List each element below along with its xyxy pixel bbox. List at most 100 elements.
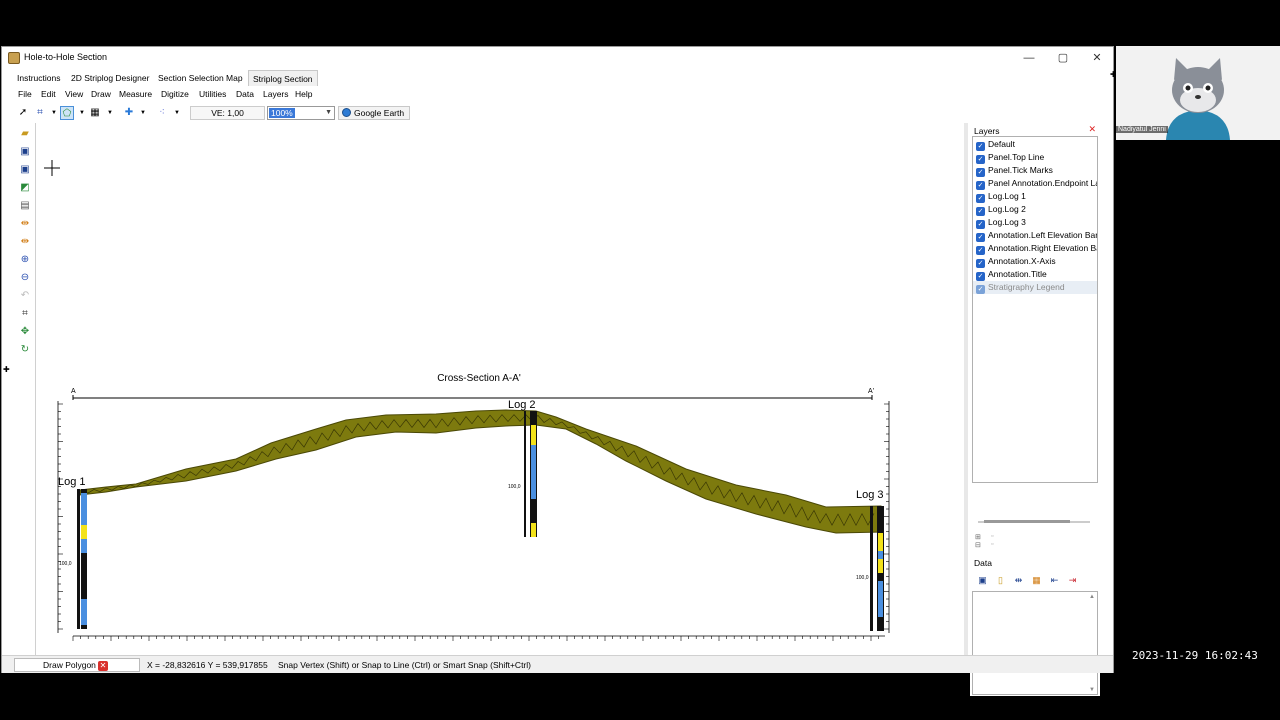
minimize-button[interactable]: — [1023, 52, 1035, 64]
checkbox-icon[interactable]: ✓ [976, 181, 985, 190]
avatar [1116, 46, 1280, 140]
close-button[interactable]: ✕ [1092, 52, 1102, 64]
fit-width-icon[interactable]: ⇹ [20, 218, 30, 229]
menu-help[interactable]: Help [295, 89, 313, 99]
zoom-select[interactable]: 100% ▼ [267, 106, 335, 120]
globe-tool-icon[interactable]: ✚ [124, 107, 134, 118]
checkbox-icon[interactable]: ✓ [976, 233, 985, 242]
tab-striplog-section[interactable]: Striplog Section [248, 70, 318, 86]
layer-item-right-elevation-bar[interactable]: ✓ Annotation.Right Elevation Bar [973, 242, 1097, 255]
menu-measure[interactable]: Measure [119, 89, 153, 99]
scroll-up-icon[interactable]: ▲ [1089, 594, 1095, 600]
chevron-down-icon[interactable]: ▼ [107, 110, 113, 116]
layer-item-endpoint-labels[interactable]: ✓Panel Annotation.Endpoint Labels [973, 177, 1097, 190]
fit-page-icon[interactable]: ⇹ [20, 236, 30, 247]
select-arrow-icon[interactable]: ➚ [18, 107, 28, 118]
layer-option-icon[interactable]: ▫ [991, 533, 994, 540]
layer-item-panel-tick-marks[interactable]: ✓ Panel.Tick Marks [973, 164, 1097, 177]
close-icon[interactable]: ✕ [1088, 124, 1096, 134]
checkbox-icon[interactable]: ✓ [976, 259, 985, 268]
collapse-all-icon[interactable]: ⊟ [975, 542, 981, 549]
select-box-icon[interactable]: ⌗ [37, 107, 43, 118]
layer-item-log-2[interactable]: ✓ Log.Log 2 [973, 203, 1097, 216]
log-3-depth-label: 100,0 [856, 575, 869, 581]
checkbox-icon[interactable]: ✓ [976, 142, 985, 151]
zoom-in-icon[interactable]: ⊕ [20, 254, 30, 265]
data-panel-title: Data [974, 558, 992, 568]
draw-polygon-status[interactable]: Draw Polygon ✕ [14, 658, 140, 672]
chevron-down-icon[interactable]: ▼ [51, 110, 57, 116]
scatter-points-icon[interactable]: ⁖ [159, 107, 165, 118]
checkbox-icon[interactable]: ✓ [976, 285, 985, 294]
section-canvas[interactable]: Cross-Section A-A' A A' [35, 123, 962, 655]
layer-item-left-elevation-bar[interactable]: ✓ Annotation.Left Elevation Bar [973, 229, 1097, 242]
checkbox-icon[interactable]: ✓ [976, 168, 985, 177]
export-icon[interactable]: ◩ [20, 182, 30, 193]
resize-handle-icon[interactable]: ✚ [1110, 70, 1117, 79]
menu-view[interactable]: View [65, 89, 84, 99]
layer-item-log-3[interactable]: ✓ Log.Log 3 [973, 216, 1097, 229]
chevron-down-icon[interactable]: ▼ [79, 110, 85, 116]
recording-timestamp: 2023-11-29 16:02:43 [1132, 649, 1258, 662]
stratum-polygon[interactable] [79, 409, 884, 534]
menu-utilities[interactable]: Utilities [199, 89, 227, 99]
menu-draw[interactable]: Draw [91, 89, 111, 99]
tab-instructions[interactable]: Instructions [17, 73, 61, 83]
crop-icon[interactable]: ⌗ [22, 308, 28, 319]
checkbox-icon[interactable]: ✓ [976, 207, 985, 216]
save-icon[interactable]: ▣ [978, 575, 987, 585]
save-icon[interactable]: ▣ [20, 146, 30, 157]
data-table[interactable]: ▲ ▼ [972, 591, 1098, 695]
maximize-button[interactable]: ▢ [1057, 52, 1069, 64]
checkbox-icon[interactable]: ✓ [976, 155, 985, 164]
layer-item-x-axis[interactable]: ✓ Annotation.X-Axis [973, 255, 1097, 268]
checkbox-icon[interactable]: ✓ [976, 194, 985, 203]
expand-all-icon[interactable]: ⊞ [975, 534, 981, 541]
horizontal-scrollbar[interactable] [978, 519, 1090, 523]
tab-2d-striplog-designer[interactable]: 2D Striplog Designer [71, 73, 150, 83]
zoom-out-icon[interactable]: ⊖ [20, 272, 30, 283]
zoom-value: 100% [269, 108, 295, 118]
draw-polygon-icon[interactable]: ⬠ [60, 106, 74, 120]
log-2-label: Log 2 [508, 399, 536, 411]
layer-item-default[interactable]: ✓ Default [973, 138, 1097, 151]
close-icon[interactable]: ✕ [97, 661, 108, 671]
checkbox-icon[interactable]: ✓ [976, 220, 985, 229]
menu-file[interactable]: File [18, 89, 32, 99]
fit-columns-icon[interactable]: ⇹ [1014, 575, 1023, 585]
pan-icon[interactable]: ✥ [20, 326, 30, 337]
move-left-icon[interactable]: ⇤ [1050, 575, 1059, 585]
scroll-down-icon[interactable]: ▼ [1089, 687, 1095, 693]
refresh-icon[interactable]: ↻ [20, 344, 30, 355]
layer-item-log-1[interactable]: ✓ Log.Log 1 [973, 190, 1097, 203]
new-file-icon[interactable]: ▯ [998, 575, 1003, 585]
log-3[interactable] [870, 506, 884, 631]
resize-handle-icon[interactable]: ✚ [3, 365, 10, 374]
table-insert-icon[interactable]: ▦ [1032, 575, 1041, 585]
chevron-down-icon[interactable]: ▼ [174, 110, 180, 116]
layer-option-icon[interactable]: ▫ [991, 541, 994, 548]
grid-layout-icon[interactable]: ▦ [90, 107, 100, 118]
panel-splitter[interactable] [964, 123, 968, 655]
print-icon[interactable]: ▤ [20, 200, 30, 211]
checkbox-icon[interactable]: ✓ [976, 246, 985, 255]
open-folder-icon[interactable]: ▰ [21, 128, 29, 139]
menu-layers[interactable]: Layers [263, 89, 289, 99]
delete-column-icon[interactable]: ⇥ [1068, 575, 1077, 585]
menu-data[interactable]: Data [236, 89, 254, 99]
log-1[interactable] [77, 489, 87, 629]
menu-edit[interactable]: Edit [41, 89, 56, 99]
vertical-exaggeration-field[interactable]: VE: 1,00 [190, 106, 265, 120]
undo-icon[interactable]: ↶ [20, 290, 30, 301]
layer-item-title[interactable]: ✓ Annotation.Title [973, 268, 1097, 281]
tab-section-selection-map[interactable]: Section Selection Map [158, 73, 243, 83]
layer-item-panel-top-line[interactable]: ✓ Panel.Top Line [973, 151, 1097, 164]
checkbox-icon[interactable]: ✓ [976, 272, 985, 281]
google-earth-button[interactable]: Google Earth [338, 106, 410, 120]
save-as-icon[interactable]: ▣ [20, 164, 30, 175]
log-2[interactable] [524, 411, 537, 537]
menu-digitize[interactable]: Digitize [161, 89, 189, 99]
chevron-down-icon[interactable]: ▼ [140, 110, 146, 116]
layer-item-stratigraphy-legend[interactable]: ✓ Stratigraphy Legend [973, 281, 1097, 294]
layers-panel: Layers ✕ ✓ Default ✓ Panel.Top Line ✓ Panel… [970, 123, 1100, 549]
